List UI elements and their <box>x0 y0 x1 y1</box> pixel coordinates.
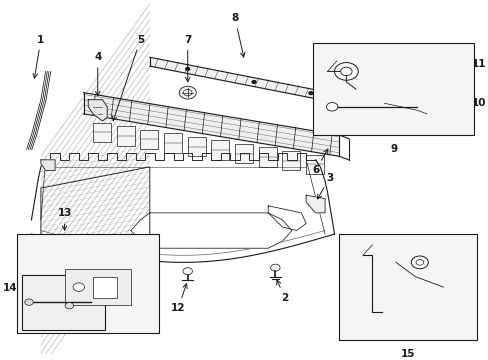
Polygon shape <box>131 213 291 248</box>
Circle shape <box>183 268 192 275</box>
Text: 1: 1 <box>33 35 44 78</box>
Circle shape <box>415 260 423 265</box>
Circle shape <box>179 86 196 99</box>
Circle shape <box>326 103 337 111</box>
Circle shape <box>183 89 192 96</box>
Circle shape <box>25 299 33 305</box>
Text: 8: 8 <box>231 13 244 57</box>
Text: 12: 12 <box>171 284 187 313</box>
Bar <box>282 151 300 170</box>
Polygon shape <box>41 160 55 170</box>
Text: 7: 7 <box>183 35 191 82</box>
Circle shape <box>270 264 280 271</box>
Bar <box>339 234 476 340</box>
Bar <box>313 43 473 135</box>
Text: 6: 6 <box>311 149 327 175</box>
Circle shape <box>340 67 351 76</box>
Text: 13: 13 <box>57 208 72 230</box>
Text: 3: 3 <box>317 172 333 199</box>
Bar <box>17 234 159 333</box>
Text: 11: 11 <box>364 59 486 73</box>
Text: 14: 14 <box>2 283 17 293</box>
Bar <box>117 126 134 146</box>
Text: 15: 15 <box>400 349 414 359</box>
Text: 5: 5 <box>112 35 143 121</box>
Bar <box>163 133 182 153</box>
Circle shape <box>73 283 84 291</box>
Text: 4: 4 <box>94 52 101 96</box>
Bar <box>93 123 111 142</box>
Circle shape <box>185 68 189 70</box>
Circle shape <box>334 63 358 80</box>
Circle shape <box>410 256 427 269</box>
Text: 9: 9 <box>389 144 397 154</box>
Bar <box>22 275 104 329</box>
Text: 10: 10 <box>397 98 486 109</box>
Circle shape <box>252 81 255 84</box>
Bar <box>305 154 324 174</box>
Bar <box>64 269 131 305</box>
Bar <box>235 144 253 163</box>
Polygon shape <box>88 100 107 121</box>
Circle shape <box>308 92 312 95</box>
Bar <box>187 137 205 156</box>
Bar <box>258 148 276 167</box>
Polygon shape <box>268 206 305 230</box>
Polygon shape <box>305 195 325 213</box>
Bar <box>140 130 158 149</box>
Circle shape <box>65 302 73 309</box>
Text: 2: 2 <box>276 280 288 303</box>
Bar <box>93 276 117 298</box>
Bar <box>211 140 229 160</box>
